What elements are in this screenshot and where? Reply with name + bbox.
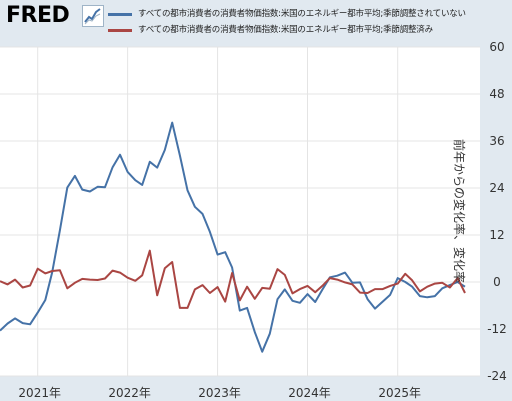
grid-lines [0, 46, 480, 377]
y-axis-label: 前年からの変化率、変化率 [452, 139, 467, 283]
series-lines [0, 121, 466, 353]
chart-header: FRED すべての都市消費者の消費者物価指数:米国のエネルギー都市平均;季節調整… [0, 0, 512, 46]
x-tick-label: 2023年 [198, 386, 241, 400]
y-axis-ticks: -24 -12 0 12 24 36 48 60 [487, 40, 507, 383]
y-tick-label: 48 [489, 87, 504, 101]
x-tick-label: 2024年 [288, 386, 331, 400]
x-tick-label: 2021年 [18, 386, 61, 400]
y-tick-label: 0 [493, 275, 501, 289]
y-tick-label: 36 [489, 134, 504, 148]
legend-swatch-series-2 [108, 29, 132, 32]
fred-trend-icon [82, 5, 104, 27]
series-line-2[interactable] [0, 249, 466, 309]
fred-logo[interactable]: FRED [6, 3, 70, 28]
y-tick-label: 60 [489, 40, 504, 54]
x-tick-label: 2025年 [378, 386, 421, 400]
y-tick-label: 12 [489, 228, 504, 242]
y-tick-label: -24 [487, 369, 507, 383]
y-tick-label: 24 [489, 181, 504, 195]
plot-area[interactable] [0, 47, 480, 376]
y-tick-label: -12 [487, 322, 507, 336]
legend-swatch-series-1 [108, 13, 132, 16]
legend-label-series-1: すべての都市消費者の消費者物価指数:米国のエネルギー都市平均;季節調整されていな… [138, 9, 466, 19]
legend-label-series-2: すべての都市消費者の消費者物価指数:米国のエネルギー都市平均;季節調整済み [138, 25, 433, 35]
series-line-1[interactable] [0, 121, 466, 353]
x-axis-ticks: 2021年 2022年 2023年 2024年 2025年 [18, 386, 421, 400]
x-tick-label: 2022年 [108, 386, 151, 400]
